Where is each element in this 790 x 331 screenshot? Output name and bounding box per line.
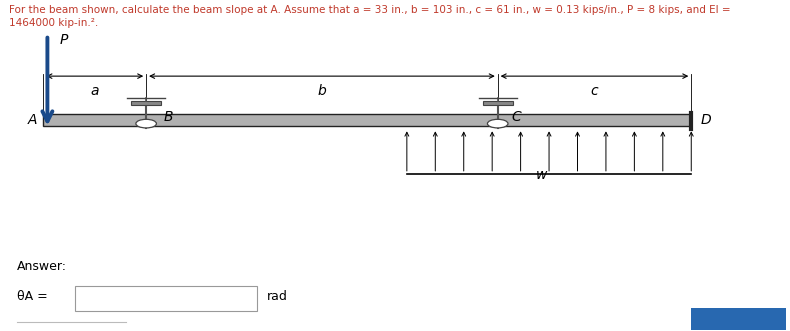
- Text: B: B: [164, 110, 173, 124]
- Circle shape: [136, 119, 156, 128]
- FancyBboxPatch shape: [691, 308, 786, 330]
- Text: w: w: [536, 168, 547, 182]
- Text: A: A: [28, 113, 37, 127]
- FancyBboxPatch shape: [75, 286, 257, 311]
- Text: D: D: [701, 113, 711, 127]
- Text: b: b: [318, 84, 326, 98]
- Bar: [483, 101, 513, 105]
- Text: Answer:: Answer:: [17, 260, 67, 273]
- Text: For the beam shown, calculate the beam slope at A. Assume that a = 33 in., b = 1: For the beam shown, calculate the beam s…: [9, 5, 731, 28]
- Bar: [131, 101, 161, 105]
- Text: C: C: [512, 110, 521, 124]
- Text: θA =: θA =: [17, 290, 48, 303]
- Text: c: c: [591, 84, 598, 98]
- Text: a: a: [91, 84, 99, 98]
- Text: rad: rad: [267, 290, 288, 303]
- Circle shape: [487, 119, 508, 128]
- Text: P: P: [59, 33, 68, 47]
- Bar: [43, 114, 691, 126]
